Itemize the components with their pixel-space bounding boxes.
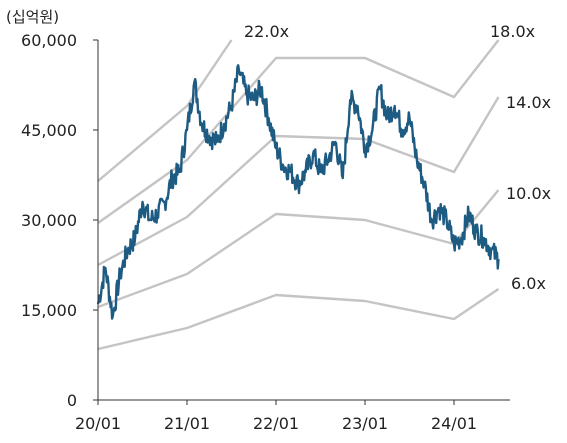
market-cap-series [96,64,500,320]
band-line [97,96,500,267]
y-tick-label: 45,000 [21,121,77,140]
y-tick-label: 0 [67,391,77,410]
y-unit-label: (십억원) [6,8,59,26]
tick-labels: 60,000 45,000 30,000 15,000 0 20/01 21/01 22/01… [21,31,477,433]
x-tick-label: 23/01 [342,414,388,433]
y-tick-label: 15,000 [21,301,77,320]
x-tick-label: 20/01 [75,414,121,433]
x-tick-label: 21/01 [164,414,210,433]
y-tick-label: 60,000 [21,31,77,50]
x-tick-label: 24/01 [431,414,477,433]
band-lines: 22.0x 18.0x 14.0x 10.0x 6.0x [97,22,551,351]
band-label: 22.0x [244,22,289,41]
axes [93,39,510,405]
band-line [97,189,500,309]
x-tick-label: 22/01 [253,414,299,433]
band-label: 14.0x [506,93,551,112]
band-label: 18.0x [490,22,535,41]
band-line [97,288,500,351]
market-cap-line [96,64,500,320]
band-line [97,39,233,182]
band-label: 10.0x [506,184,551,203]
band-label: 6.0x [511,274,546,293]
y-tick-label: 30,000 [21,211,77,230]
